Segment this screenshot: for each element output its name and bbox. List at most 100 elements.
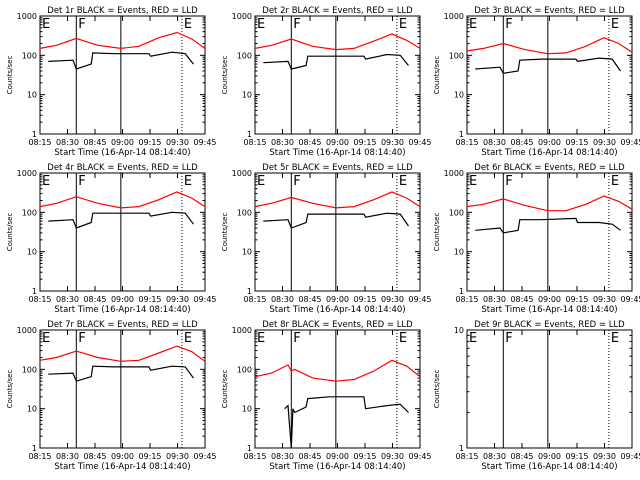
chart-title: Det 8r BLACK = Events, RED = LLD [262,320,413,330]
x-tick-label: 08:30 [483,138,506,147]
chart-panel-9: Det 9r BLACK = Events, RED = LLD 1 10 08:15… [433,320,640,472]
plot-frame [254,15,421,135]
event-marker-label: E [399,17,407,32]
event-marker-label: E [611,174,619,189]
x-tick-label: 08:30 [56,295,79,304]
lld-series-line [254,191,421,209]
event-marker-label: F [78,331,85,346]
x-tick-label: 09:00 [111,138,134,147]
x-tick-label: 09:45 [193,452,216,461]
x-tick-label: 09:30 [166,452,189,461]
y-tick-label: 100 [22,208,37,217]
y-tick-label: 1000 [17,326,37,335]
x-tick-label: 09:15 [565,295,588,304]
y-tick-label: 1000 [232,169,252,178]
x-tick-label: 08:15 [243,138,266,147]
x-tick-label: 09:30 [166,138,189,147]
y-tick-label: 10 [27,405,37,414]
lld-series-line [466,195,633,212]
event-marker-label: E [611,331,619,346]
lld-series-line [254,33,421,51]
event-marker-label: E [257,17,265,32]
x-tick-label: 09:45 [620,295,640,304]
chart-title: Det 3r BLACK = Events, RED = LLD [474,6,625,16]
plot-frame [254,172,421,292]
event-marker-label: F [78,174,85,189]
y-tick-label: 1 [459,287,464,296]
event-marker-label: F [293,174,300,189]
x-tick-label: 09:30 [381,138,404,147]
x-tick-label: 09:00 [111,295,134,304]
event-marker-label: E [257,174,265,189]
event-marker-label: E [469,174,477,189]
y-axis-label: Counts/sec [221,213,229,252]
chart-panel-7: Det 7r BLACK = Events, RED = LLD 1 10 100 10… [6,320,217,472]
plot-frame [466,172,633,292]
lld-series-line [39,31,206,50]
x-tick-label: 08:15 [455,295,478,304]
lld-series-line [39,191,206,209]
event-marker-label: E [611,17,619,32]
lld-series-line [39,345,206,362]
chart-title: Det 1r BLACK = Events, RED = LLD [47,6,198,16]
plot-frame [254,329,421,449]
y-tick-label: 100 [22,51,37,60]
y-tick-label: 10 [242,248,252,257]
y-tick-label: 1 [459,130,464,139]
y-tick-label: 1000 [17,169,37,178]
chart-title: Det 9r BLACK = Events, RED = LLD [474,320,625,330]
y-tick-label: 100 [237,365,252,374]
y-tick-label: 1 [32,130,37,139]
chart-title: Det 5r BLACK = Events, RED = LLD [262,163,413,173]
y-axis-label: Counts/sec [221,56,229,95]
x-tick-label: 09:00 [326,295,349,304]
y-tick-label: 1000 [232,326,252,335]
y-axis-label: Counts/sec [433,56,441,95]
x-tick-label: 09:30 [593,295,616,304]
lld-series-line [466,37,633,55]
x-tick-label: 09:00 [538,295,561,304]
chart-panel-2: Det 2r BLACK = Events, RED = LLD 1 10 100 10… [221,6,432,158]
x-tick-label: 09:30 [381,452,404,461]
event-marker-label: F [505,331,512,346]
y-axis-label: Counts/sec [433,213,441,252]
events-series-line [263,212,409,229]
y-axis-label: Counts/sec [6,213,14,252]
y-tick-label: 10 [242,91,252,100]
x-tick-label: 08:45 [298,452,321,461]
event-marker-label: F [505,17,512,32]
x-tick-label: 08:45 [83,452,106,461]
chart-panel-6: Det 6r BLACK = Events, RED = LLD 1 10 100 10… [433,163,640,315]
x-tick-label: 09:30 [166,295,189,304]
x-tick-label: 08:15 [455,138,478,147]
event-marker-label: E [184,331,192,346]
x-tick-label: 09:30 [381,295,404,304]
chart-panel-8: Det 8r BLACK = Events, RED = LLD 1 10 100 10… [221,320,432,472]
x-tick-label: 09:15 [353,138,376,147]
x-tick-label: 08:30 [483,295,506,304]
y-tick-label: 100 [237,208,252,217]
event-marker-label: E [42,331,50,346]
y-tick-label: 1000 [232,12,252,21]
chart-panel-1: Det 1r BLACK = Events, RED = LLD 1 10 100 10… [6,6,217,158]
y-tick-label: 10 [454,248,464,257]
x-tick-label: 08:15 [455,452,478,461]
y-tick-label: 10 [242,405,252,414]
chart-title: Det 6r BLACK = Events, RED = LLD [474,163,625,173]
x-axis-label: Start Time (16-Apr-14 08:14:40) [269,462,405,472]
plot-frame [466,329,633,449]
x-tick-label: 08:45 [510,138,533,147]
event-marker-label: E [257,331,265,346]
y-tick-label: 10 [27,91,37,100]
y-tick-label: 1000 [17,12,37,21]
x-tick-label: 08:45 [83,138,106,147]
x-tick-label: 09:15 [565,138,588,147]
x-tick-label: 09:15 [138,295,161,304]
x-tick-label: 09:45 [193,138,216,147]
events-series-line [284,396,409,449]
x-tick-label: 08:45 [298,138,321,147]
chart-panel-3: Det 3r BLACK = Events, RED = LLD 1 10 100 10… [433,6,640,158]
x-axis-label: Start Time (16-Apr-14 08:14:40) [54,462,190,472]
chart-panel-5: Det 5r BLACK = Events, RED = LLD 1 10 100 10… [221,163,432,315]
